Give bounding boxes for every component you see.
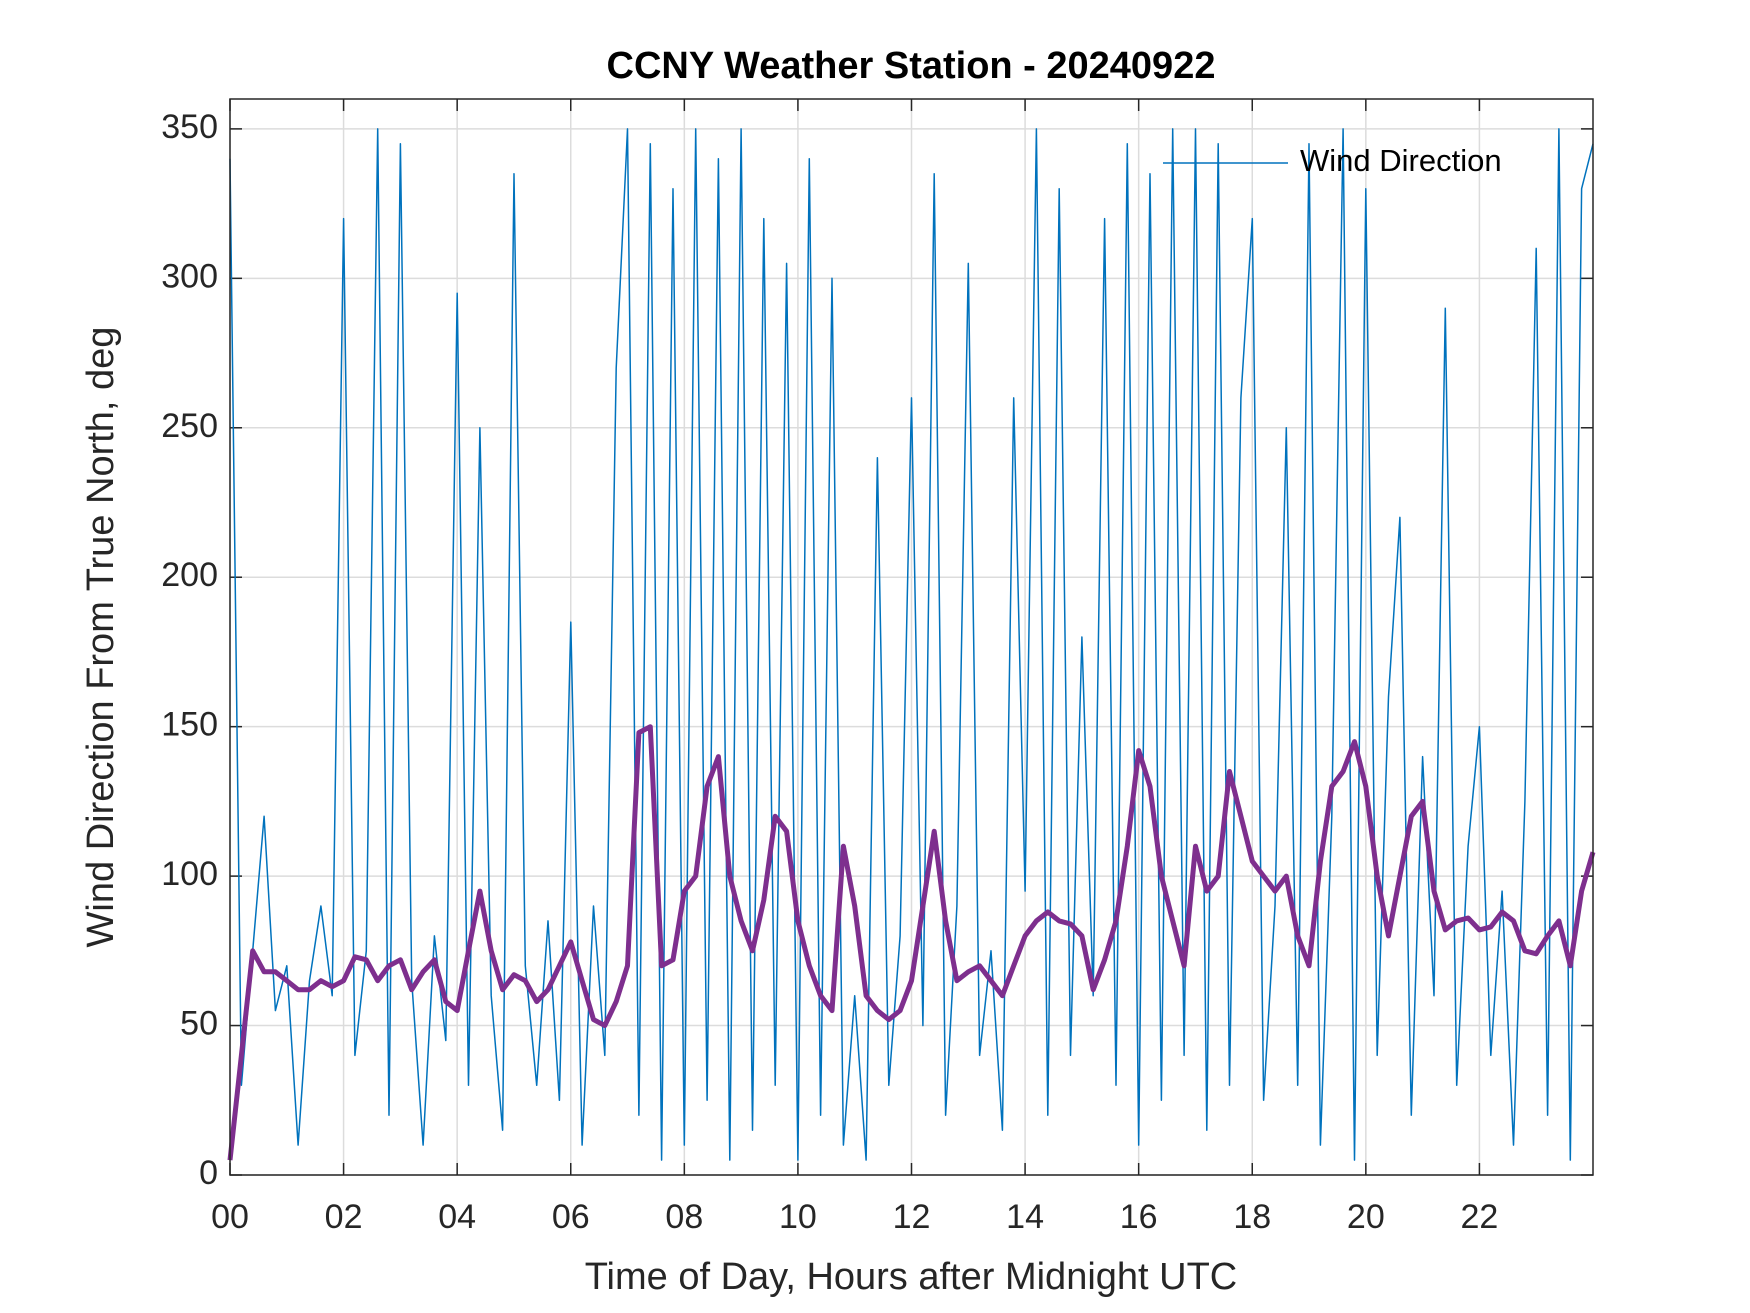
y-tick-label: 250 bbox=[161, 407, 218, 445]
y-tick-label: 100 bbox=[161, 855, 218, 893]
chart-title: CCNY Weather Station - 20240922 bbox=[607, 45, 1216, 87]
y-tick-label: 350 bbox=[161, 108, 218, 146]
y-tick-label: 0 bbox=[199, 1154, 218, 1192]
y-axis-label: Wind Direction From True North, deg bbox=[80, 327, 122, 948]
x-axis-label: Time of Day, Hours after Midnight UTC bbox=[585, 1256, 1238, 1298]
x-tick-label: 16 bbox=[1120, 1198, 1158, 1236]
series-line bbox=[229, 128, 1594, 1161]
y-tick-label: 150 bbox=[161, 706, 218, 744]
x-tick-label: 00 bbox=[211, 1198, 249, 1236]
series-line bbox=[227, 724, 1596, 1161]
y-tick-label: 300 bbox=[161, 257, 218, 295]
x-tick-label: 14 bbox=[1006, 1198, 1044, 1236]
x-tick-label: 12 bbox=[893, 1198, 931, 1236]
legend-label: Wind Direction bbox=[1300, 143, 1502, 178]
x-tick-label: 10 bbox=[779, 1198, 817, 1236]
x-tick-label: 02 bbox=[325, 1198, 363, 1236]
x-tick-label: 08 bbox=[665, 1198, 703, 1236]
x-tick-label: 04 bbox=[438, 1198, 476, 1236]
y-tick-label: 200 bbox=[161, 556, 218, 594]
x-tick-label: 20 bbox=[1347, 1198, 1385, 1236]
x-tick-label: 06 bbox=[552, 1198, 590, 1236]
y-tick-label: 50 bbox=[180, 1005, 218, 1043]
grid bbox=[229, 99, 1593, 1176]
x-tick-label: 18 bbox=[1233, 1198, 1271, 1236]
plot-frame bbox=[229, 98, 1594, 1176]
x-tick-label: 22 bbox=[1461, 1198, 1499, 1236]
